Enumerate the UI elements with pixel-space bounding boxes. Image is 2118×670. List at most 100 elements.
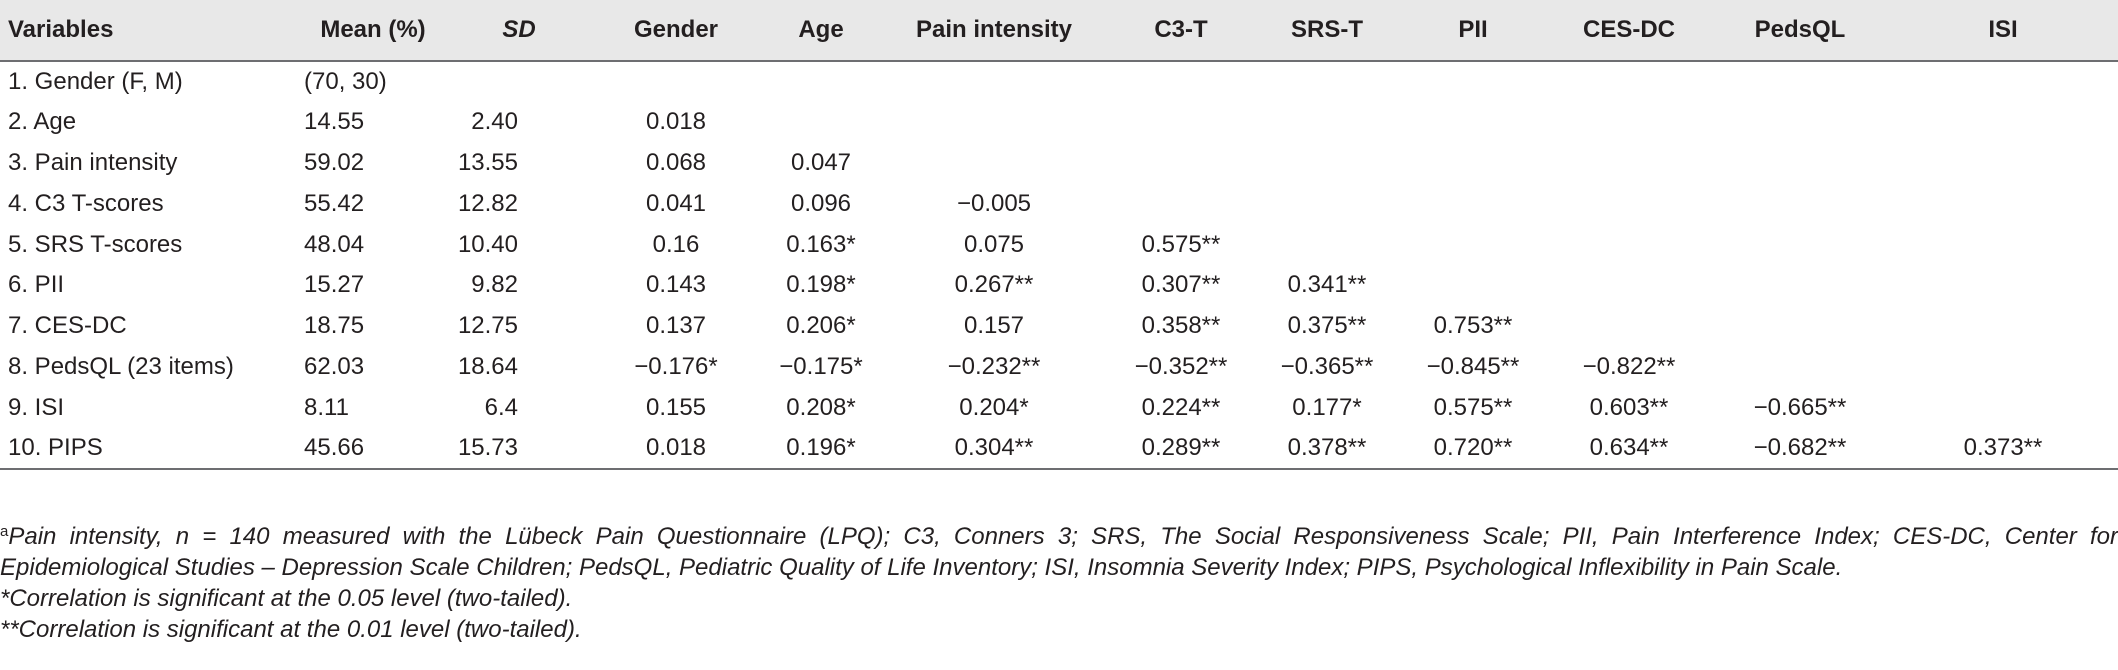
- table-cell: [1888, 387, 2118, 428]
- table-cell: [1888, 347, 2118, 388]
- table-cell: −0.232**: [947, 352, 1041, 380]
- table-cell: [1712, 102, 1888, 143]
- row-label: 7. CES-DC: [8, 312, 127, 340]
- table-cell: 0.208*: [786, 393, 856, 421]
- table-cell: 2.40: [471, 108, 518, 136]
- column-header: CES-DC: [1546, 0, 1712, 62]
- table-cell: 13.55: [457, 148, 518, 176]
- table-cell: 0.267**: [954, 271, 1034, 299]
- table-cell: 0.137: [645, 312, 707, 340]
- table-cell: 0.575**: [1141, 230, 1221, 258]
- table-cell: −0.176*: [634, 352, 718, 380]
- table-cell: 15.73: [448, 428, 590, 470]
- table-row: 6. PII 15.27 9.82 0.143 0.198* 0.267** 0.307**…: [0, 265, 2118, 306]
- column-header: SRS-T: [1254, 0, 1400, 62]
- table-cell: 0.018: [590, 428, 762, 470]
- table-cell: [1108, 102, 1254, 143]
- table-cell: [1888, 61, 2118, 102]
- table-cell: 18.75: [304, 312, 365, 340]
- table-cell: [1546, 143, 1712, 184]
- column-header: PII: [1400, 0, 1546, 62]
- table-row: 7. CES-DC 18.75 12.75 0.137 0.206* 0.157 0.358…: [0, 306, 2118, 347]
- footnote-a-marker: a: [0, 523, 9, 540]
- table-cell: 0.16: [652, 230, 700, 258]
- table-cell: 0.375**: [1287, 312, 1367, 340]
- table-row: 8. PedsQL (23 items) 62.03 18.64 −0.176* −0.…: [0, 347, 2118, 388]
- table-cell: 0.358**: [1141, 312, 1221, 340]
- column-header: ISI: [1888, 0, 2118, 62]
- table-cell: [448, 61, 590, 102]
- table-cell: 0.177*: [1292, 393, 1362, 421]
- table-cell: [1546, 183, 1712, 224]
- table-cell: 0.198*: [786, 271, 856, 299]
- table-cell: 0.018: [645, 108, 707, 136]
- table-cell: 55.42: [304, 189, 365, 217]
- table-cell: [1712, 61, 1888, 102]
- table-cell: 0.206*: [786, 312, 856, 340]
- table-cell: [1888, 265, 2118, 306]
- table-cell: 0.603**: [1589, 393, 1669, 421]
- table-cell: [1400, 143, 1546, 184]
- table-cell: [1254, 61, 1400, 102]
- table-cell: 0.341**: [1287, 271, 1367, 299]
- column-header: Pain intensity: [880, 0, 1108, 62]
- table-cell: −0.365**: [1280, 352, 1374, 380]
- table-cell: 0.378**: [1254, 428, 1400, 470]
- table-cell: 0.196*: [762, 428, 880, 470]
- column-header: PedsQL: [1712, 0, 1888, 62]
- table-cell: [1546, 102, 1712, 143]
- table-cell: [1712, 347, 1888, 388]
- footnote-a: aPain intensity, n = 140 measured with t…: [0, 516, 2118, 583]
- table-cell: 6.4: [484, 393, 518, 421]
- table-cell: [1712, 183, 1888, 224]
- table-header-row: Variables Mean (%) SD Gender Age Pain intensi…: [0, 0, 2118, 62]
- row-label: 1. Gender (F, M): [8, 67, 183, 95]
- table-row: 1. Gender (F, M) (70, 30): [0, 61, 2118, 102]
- table-cell: [1546, 265, 1712, 306]
- table-cell: [1546, 224, 1712, 265]
- table-cell: −0.665**: [1753, 393, 1847, 421]
- table-cell: [1712, 265, 1888, 306]
- table-cell: 0.307**: [1141, 271, 1221, 299]
- column-header: Gender: [590, 0, 762, 62]
- table-cell: [1888, 224, 2118, 265]
- column-header: Mean (%): [298, 0, 448, 62]
- table-cell: 0.068: [645, 148, 707, 176]
- table-cell: 59.02: [304, 148, 365, 176]
- table-cell: 0.075: [963, 230, 1025, 258]
- row-label: 10. PIPS: [0, 428, 298, 470]
- column-header: Variables: [0, 0, 298, 62]
- correlation-table: Variables Mean (%) SD Gender Age Pain intensi…: [0, 0, 2118, 470]
- table-cell: −0.822**: [1582, 352, 1676, 380]
- table-cell: 0.096: [790, 189, 852, 217]
- table-cell: 48.04: [304, 230, 365, 258]
- table-row: 5. SRS T-scores 48.04 10.40 0.16 0.163* 0.075…: [0, 224, 2118, 265]
- row-label: 4. C3 T-scores: [8, 189, 164, 217]
- table-cell: 0.575**: [1433, 393, 1513, 421]
- column-header: SD: [448, 0, 590, 62]
- table-cell: [1888, 306, 2118, 347]
- row-label: 9. ISI: [8, 393, 65, 421]
- table-cell: [762, 102, 880, 143]
- table-cell: [1712, 143, 1888, 184]
- table-cell: 0.224**: [1141, 393, 1221, 421]
- row-label: 2. Age: [8, 108, 77, 136]
- table-cell: [1400, 265, 1546, 306]
- table-cell: 45.66: [298, 428, 448, 470]
- table-notes: aPain intensity, n = 140 measured with t…: [0, 516, 2118, 645]
- table-cell: (70, 30): [304, 67, 387, 95]
- table-cell: [1254, 183, 1400, 224]
- table-cell: [880, 102, 1108, 143]
- table-cell: 0.157: [963, 312, 1025, 340]
- table-row: 3. Pain intensity 59.02 13.55 0.068 0.047: [0, 143, 2118, 184]
- footnote-significance-01: **Correlation is significant at the 0.01…: [0, 616, 582, 643]
- table-cell: 12.75: [457, 312, 518, 340]
- table-cell: 0.753**: [1433, 312, 1513, 340]
- table-cell: [1888, 102, 2118, 143]
- table-row: 2. Age 14.55 2.40 0.018: [0, 102, 2118, 143]
- column-header: Age: [762, 0, 880, 62]
- table-cell: [1254, 143, 1400, 184]
- table-cell: −0.352**: [1134, 352, 1228, 380]
- table-cell: [1108, 183, 1254, 224]
